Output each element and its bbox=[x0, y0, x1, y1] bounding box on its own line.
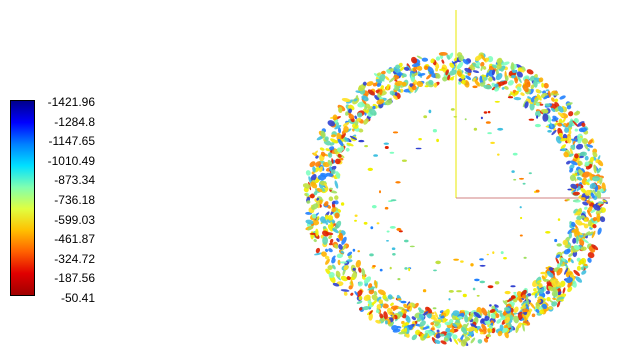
legend-tick-label: -187.56 bbox=[54, 271, 95, 286]
color-legend-bar bbox=[10, 100, 35, 296]
legend-tick-label: -1421.96 bbox=[47, 95, 95, 109]
legend-tick-label: -50.41 bbox=[60, 291, 95, 305]
legend-tick-label: -1147.65 bbox=[48, 134, 95, 149]
legend-tick-label: -1284.8 bbox=[54, 114, 95, 129]
legend-tick-label: -461.87 bbox=[54, 232, 95, 247]
legend-tick-label: -599.03 bbox=[54, 212, 95, 227]
vortex-blobs bbox=[302, 51, 608, 347]
legend-tick-label: -873.34 bbox=[54, 173, 95, 188]
legend-tick-label: -1010.49 bbox=[47, 153, 95, 168]
legend-tick-label: -324.72 bbox=[54, 251, 95, 266]
legend-tick-label: -736.18 bbox=[54, 193, 95, 207]
